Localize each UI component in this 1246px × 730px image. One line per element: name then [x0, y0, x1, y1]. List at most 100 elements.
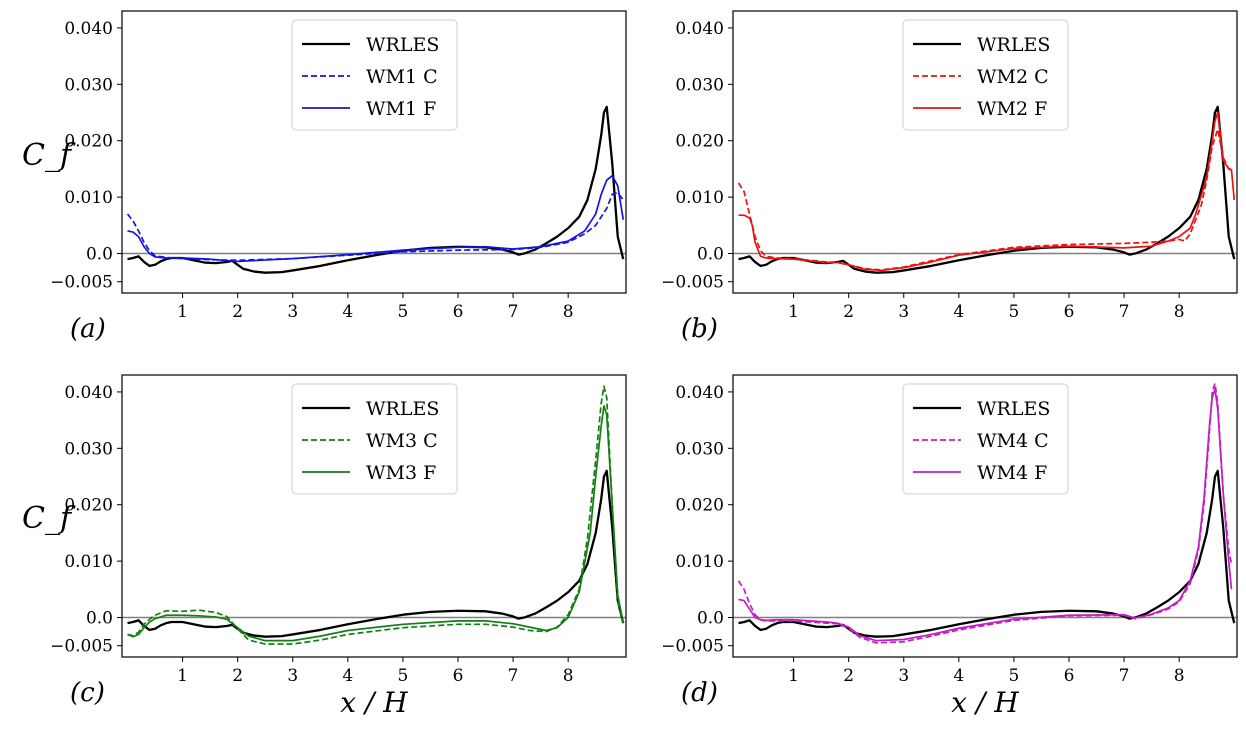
- x-tick-label: 5: [1009, 666, 1020, 686]
- axes-frame: [732, 10, 1238, 294]
- legend: WRLES WM4 C WM4 F: [902, 383, 1069, 495]
- x-tick-label: 7: [508, 666, 519, 686]
- legend-entry: WM1 C: [366, 66, 438, 88]
- x-tick-label: 1: [788, 302, 799, 322]
- legend-entry: WM3 C: [366, 430, 438, 452]
- x-tick-label: 2: [843, 666, 854, 686]
- legend-entry: WM3 F: [366, 462, 436, 484]
- legend-box: [902, 383, 1069, 495]
- series-line-wrles: [738, 105, 1236, 274]
- x-tick-label: 4: [342, 302, 353, 322]
- legend-box: [291, 383, 458, 495]
- x-axis-label-left: x / H: [340, 686, 408, 719]
- legend: WRLES WM3 C WM3 F: [291, 383, 458, 495]
- y-tick-label: −0.005: [661, 273, 724, 293]
- x-tick-label: 2: [843, 302, 854, 322]
- x-tick-label: 4: [953, 302, 964, 322]
- chart-panel-4: 1 2 3 4 5 6 7 8 −0.005 0.0 0.010 0.020 0.030 0.040 (d)…: [661, 374, 1238, 708]
- y-tick-label: 0.040: [64, 19, 113, 39]
- legend-box: [291, 19, 458, 131]
- chart-panel-2: 1 2 3 4 5 6 7 8 −0.005 0.0 0.010 0.020 0.030 0.040 (b)…: [661, 10, 1238, 344]
- x-tick-label: 4: [953, 666, 964, 686]
- x-tick-label: 1: [177, 666, 188, 686]
- x-axis-label-right: x / H: [951, 686, 1019, 719]
- y-tick-label: 0.010: [64, 188, 113, 208]
- x-tick-label: 3: [898, 666, 909, 686]
- panel-label: (d): [681, 678, 718, 708]
- x-tick-label: 1: [177, 302, 188, 322]
- series-line-wm1-c: [126, 191, 624, 262]
- y-axis-label-top: C_f: [22, 138, 76, 173]
- y-tick-label: 0.020: [675, 496, 724, 516]
- y-tick-label: 0.010: [675, 188, 724, 208]
- y-tick-label: 0.030: [64, 439, 113, 459]
- axes-frame: [732, 374, 1238, 658]
- x-tick-label: 5: [1009, 302, 1020, 322]
- x-tick-label: 6: [453, 666, 464, 686]
- panel-label: (a): [70, 314, 106, 344]
- series-line-wm1-f: [127, 174, 625, 263]
- axes-frame: [121, 374, 627, 658]
- y-tick-label: 0.0: [697, 609, 724, 629]
- legend-entry: WM4 C: [977, 430, 1049, 452]
- x-tick-label: 8: [563, 666, 574, 686]
- y-tick-label: 0.030: [64, 75, 113, 95]
- y-tick-label: 0.030: [675, 439, 724, 459]
- legend-box: [902, 19, 1069, 131]
- series-line-wm3-c: [127, 385, 625, 645]
- series-line-wm2-f: [738, 111, 1236, 272]
- chart-panel-3: 1 2 3 4 5 6 7 8 −0.005 0.0 0.010 0.020 0.030 0.040 (c)…: [50, 374, 627, 708]
- y-tick-label: −0.005: [661, 637, 724, 657]
- y-tick-label: 0.0: [86, 245, 113, 265]
- series-line-wm2-c: [737, 128, 1232, 271]
- x-tick-label: 5: [398, 666, 409, 686]
- x-tick-label: 8: [1174, 302, 1185, 322]
- series-line-wrles: [127, 469, 625, 638]
- y-tick-label: 0.0: [86, 609, 113, 629]
- chart-panel-1: 1 2 3 4 5 6 7 8 −0.005 0.0 0.010 0.020 0.030 0.040 (a)…: [50, 10, 627, 344]
- series-line-wrles: [127, 105, 625, 274]
- legend-entry: WRLES: [366, 398, 439, 420]
- x-tick-label: 6: [453, 302, 464, 322]
- legend-entry: WRLES: [977, 398, 1050, 420]
- x-tick-label: 3: [898, 302, 909, 322]
- x-tick-label: 7: [1119, 302, 1130, 322]
- legend-entry: WM2 F: [977, 98, 1047, 120]
- x-tick-label: 4: [342, 666, 353, 686]
- y-tick-label: 0.020: [64, 132, 113, 152]
- y-tick-label: −0.005: [50, 273, 113, 293]
- x-tick-label: 2: [232, 666, 243, 686]
- y-tick-label: 0.010: [675, 552, 724, 572]
- x-tick-label: 6: [1064, 666, 1075, 686]
- x-tick-label: 5: [398, 302, 409, 322]
- series-line-wm4-f: [738, 388, 1233, 642]
- axes-frame: [121, 10, 627, 294]
- y-tick-label: 0.040: [675, 383, 724, 403]
- x-tick-label: 7: [508, 302, 519, 322]
- legend-entry: WRLES: [977, 34, 1050, 56]
- x-tick-label: 7: [1119, 666, 1130, 686]
- legend-entry: WRLES: [366, 34, 439, 56]
- x-tick-label: 8: [563, 302, 574, 322]
- legend-entry: WM2 C: [977, 66, 1049, 88]
- y-tick-label: 0.010: [64, 552, 113, 572]
- x-tick-label: 1: [788, 666, 799, 686]
- y-axis-label-bottom: C_f: [22, 501, 76, 536]
- legend-entry: WM4 F: [977, 462, 1047, 484]
- panel-label: (b): [681, 314, 718, 344]
- y-tick-label: 0.040: [64, 383, 113, 403]
- y-tick-label: 0.030: [675, 75, 724, 95]
- y-tick-label: 0.020: [675, 132, 724, 152]
- x-tick-label: 3: [287, 302, 298, 322]
- x-tick-label: 3: [287, 666, 298, 686]
- series-line-wm3-f: [127, 405, 625, 642]
- y-tick-label: −0.005: [50, 637, 113, 657]
- y-tick-label: 0.0: [697, 245, 724, 265]
- legend-entry: WM1 F: [366, 98, 436, 120]
- legend: WRLES WM1 C WM1 F: [291, 19, 458, 131]
- x-tick-label: 6: [1064, 302, 1075, 322]
- x-tick-label: 8: [1174, 666, 1185, 686]
- x-tick-label: 2: [232, 302, 243, 322]
- series-line-wrles: [738, 469, 1236, 638]
- legend: WRLES WM2 C WM2 F: [902, 19, 1069, 131]
